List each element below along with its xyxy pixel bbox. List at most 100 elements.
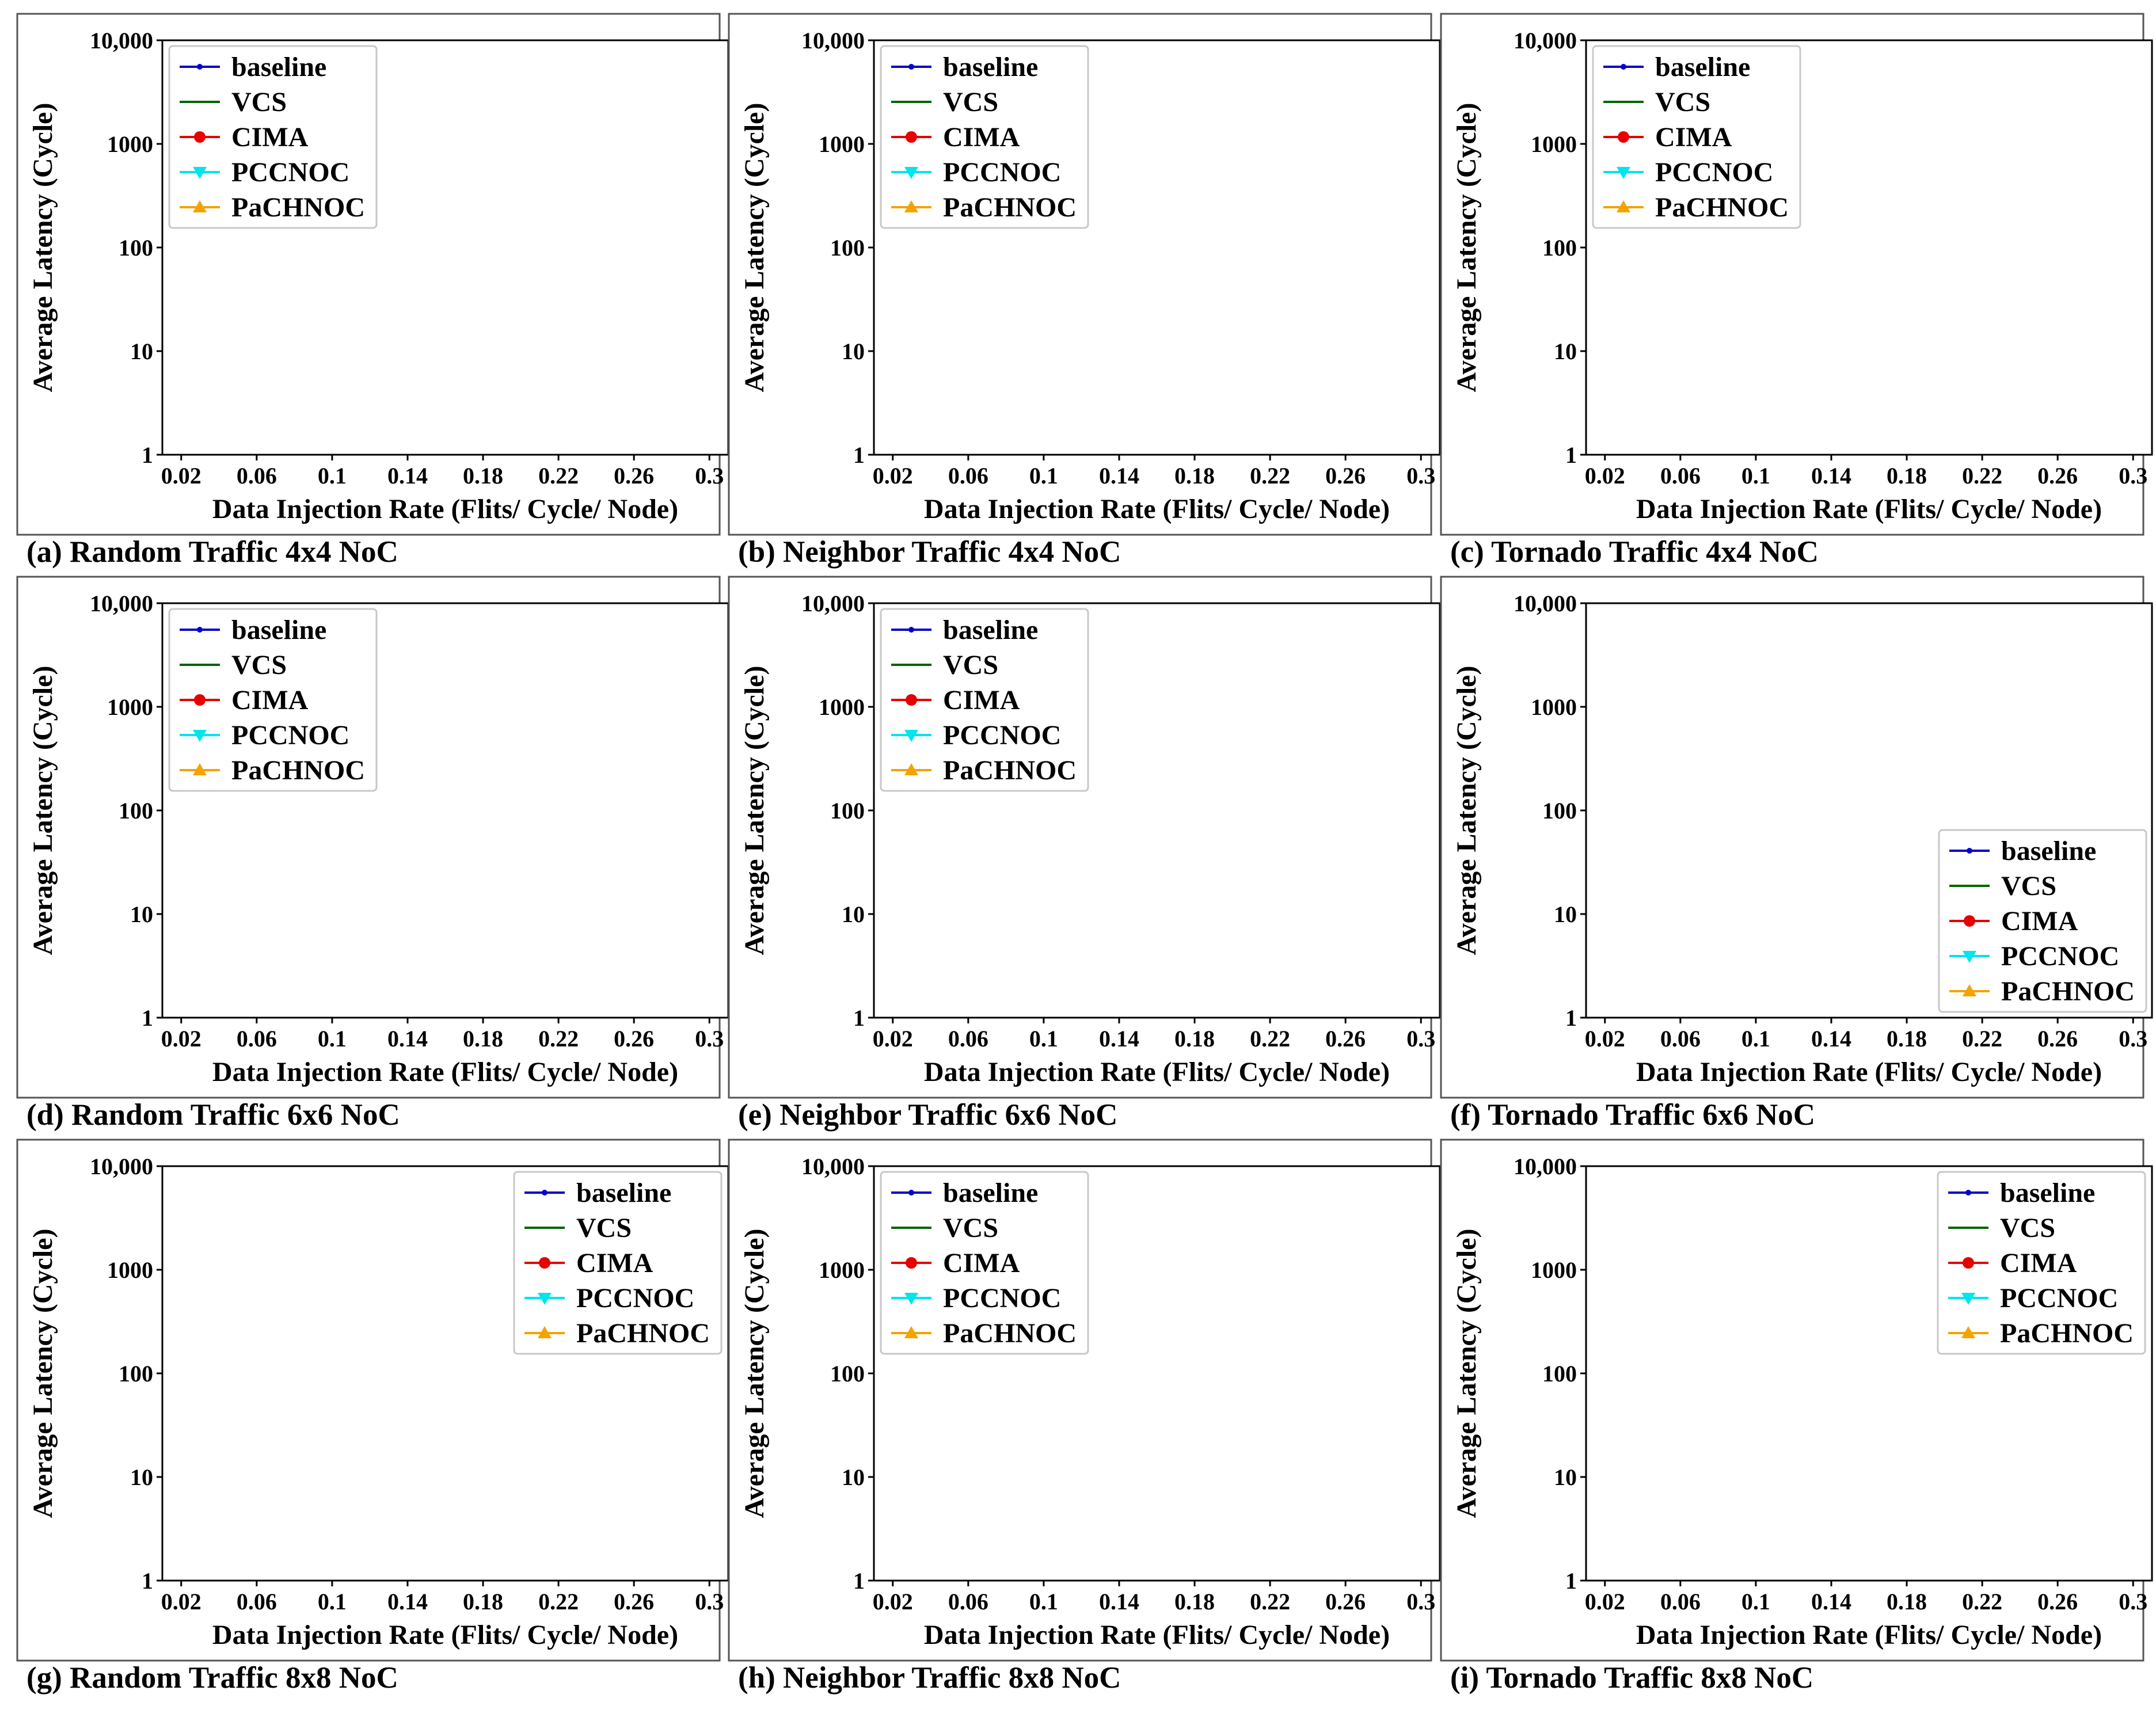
chart-5-series-2-point-9 [1939, 589, 1950, 601]
legend: baseline VCS CIMA PCCNOC PaCHNOC [1937, 1171, 2146, 1355]
legend: baseline VCS CIMA PCCNOC PaCHNOC [1592, 45, 1801, 229]
x-tick-label: 0.22 [1962, 1589, 2002, 1615]
y-axis-label: Average Latency (Cycle) [739, 666, 770, 955]
panel-caption: (c) Tornado Traffic 4x4 NoC [1450, 535, 1819, 569]
legend-label: PaCHNOC [943, 192, 1077, 223]
x-tick-label: 0.02 [1585, 463, 1625, 489]
y-tick-label: 10 [130, 338, 153, 364]
x-tick-label: 0.18 [1174, 1589, 1215, 1615]
legend-label: CIMA [231, 685, 309, 715]
chart-5-series-3-point-10 [1975, 590, 1989, 602]
legend-label: VCS [2001, 871, 2056, 901]
legend-label: baseline [2001, 836, 2096, 866]
x-tick-label: 0.14 [1099, 1589, 1139, 1615]
x-tick-label: 0.1 [318, 1589, 347, 1615]
x-tick-label: 0.1 [1029, 1589, 1058, 1615]
y-tick-label: 1000 [819, 694, 865, 720]
legend-label: PaCHNOC [576, 1318, 710, 1349]
x-tick-label: 0.3 [2119, 1589, 2147, 1615]
y-tick-label: 100 [830, 1361, 865, 1387]
y-tick-label: 1000 [1531, 131, 1577, 157]
panel-caption: (h) Neighbor Traffic 8x8 NoC [738, 1661, 1121, 1695]
legend-0-marker-3 [193, 167, 207, 179]
legend-label: PaCHNOC [1655, 192, 1789, 223]
x-axis-label: Data Injection Rate (Flits/ Cycle/ Node) [1636, 1057, 2102, 1087]
x-tick-label: 0.06 [1660, 463, 1701, 489]
legend-7-marker-2 [906, 1257, 917, 1269]
legend-frame [880, 45, 1089, 229]
x-tick-label: 0.22 [1962, 1026, 2002, 1052]
y-axis-label: Average Latency (Cycle) [1451, 103, 1482, 393]
chart-6-series-0-point-6 [405, 1159, 410, 1165]
legend-label: VCS [2000, 1213, 2055, 1243]
y-axis-label: Average Latency (Cycle) [28, 666, 58, 955]
y-tick-label: 10,000 [90, 1153, 153, 1179]
y-tick-label: 10 [130, 1464, 153, 1490]
legend-1-marker-4 [904, 200, 918, 212]
chart-8-series-3-point-4 [1749, 1153, 1763, 1165]
x-tick-label: 0.26 [1325, 463, 1366, 489]
panel-caption: (e) Neighbor Traffic 6x6 NoC [738, 1098, 1117, 1132]
legend-label: baseline [1655, 52, 1750, 82]
legend-3-marker-2 [194, 694, 206, 706]
y-axis-label: Average Latency (Cycle) [739, 1229, 770, 1518]
x-tick-label: 0.3 [1406, 1026, 1435, 1052]
y-tick-label: 10,000 [1514, 1153, 1577, 1179]
legend-label: PCCNOC [2000, 1283, 2118, 1314]
x-axis-label: Data Injection Rate (Flits/ Cycle/ Node) [924, 494, 1390, 524]
x-tick-label: 0.26 [614, 1589, 654, 1615]
chart-3-series-3-point-11 [590, 590, 603, 602]
x-tick-label: 0.06 [948, 463, 988, 489]
panel-caption: (f) Tornado Traffic 6x6 NoC [1450, 1098, 1815, 1132]
y-tick-label: 1 [853, 1005, 865, 1031]
y-tick-label: 10 [842, 1464, 865, 1490]
x-tick-label: 0.18 [463, 1026, 503, 1052]
legend-7-marker-3 [904, 1293, 918, 1305]
x-tick-label: 0.1 [318, 1026, 347, 1052]
y-tick-label: 10,000 [1514, 28, 1577, 54]
legend-5-marker-4 [1963, 984, 1976, 996]
legend-label: PCCNOC [576, 1283, 694, 1314]
legend-label: VCS [943, 650, 998, 680]
x-axis-label: Data Injection Rate (Flits/ Cycle/ Node) [1636, 1620, 2102, 1650]
x-tick-label: 0.06 [237, 1589, 277, 1615]
chart-8-series-4-point-5 [1786, 1151, 1800, 1163]
legend-label: VCS [231, 650, 287, 680]
x-tick-label: 0.18 [463, 463, 503, 489]
y-tick-label: 1000 [107, 694, 153, 720]
x-tick-label: 0.3 [695, 463, 724, 489]
y-axis-label: Average Latency (Cycle) [28, 103, 58, 393]
legend-frame [1937, 1171, 2146, 1355]
y-tick-label: 100 [119, 798, 153, 824]
legend-label: VCS [943, 87, 998, 117]
legend-0-marker-4 [193, 200, 207, 212]
y-tick-label: 1 [853, 1568, 865, 1594]
legend-0-marker-0 [197, 64, 203, 70]
x-tick-label: 0.22 [1962, 463, 2002, 489]
legend: baseline VCS CIMA PCCNOC PaCHNOC [168, 608, 378, 792]
legend-label: PCCNOC [943, 720, 1061, 751]
legend-1-marker-2 [906, 131, 917, 143]
chart-panel-c: 0.02 0.06 0.1 0.14 0.18 0.22 0.26 0.3 1 10 100 1000… [1440, 13, 2153, 569]
y-tick-label: 1 [142, 442, 153, 468]
x-tick-label: 0.1 [1741, 463, 1770, 489]
y-tick-label: 1 [142, 1005, 153, 1031]
x-axis-label: Data Injection Rate (Flits/ Cycle/ Node) [924, 1057, 1390, 1087]
legend-label: CIMA [943, 685, 1020, 715]
x-axis-label: Data Injection Rate (Flits/ Cycle/ Node) [212, 1057, 678, 1087]
legend-2-marker-2 [1618, 131, 1629, 143]
y-tick-label: 10 [1554, 338, 1577, 364]
legend-label: PCCNOC [2001, 941, 2119, 972]
x-tick-label: 0.18 [463, 1589, 503, 1615]
chart-panel-h: 0.02 0.06 0.1 0.14 0.18 0.22 0.26 0.3 1 10 100 1000… [728, 1139, 1441, 1695]
legend-8-marker-4 [1961, 1326, 1975, 1338]
y-tick-label: 100 [1542, 1361, 1577, 1387]
legend-label: VCS [231, 87, 287, 117]
y-tick-label: 10,000 [90, 591, 153, 616]
x-tick-label: 0.26 [1325, 1589, 1366, 1615]
legend-label: baseline [943, 615, 1038, 645]
legend-4-marker-0 [908, 627, 914, 633]
chart-5-series-0-point-6 [1828, 592, 1834, 598]
y-tick-label: 10,000 [1514, 591, 1577, 616]
x-tick-label: 0.02 [161, 1026, 201, 1052]
